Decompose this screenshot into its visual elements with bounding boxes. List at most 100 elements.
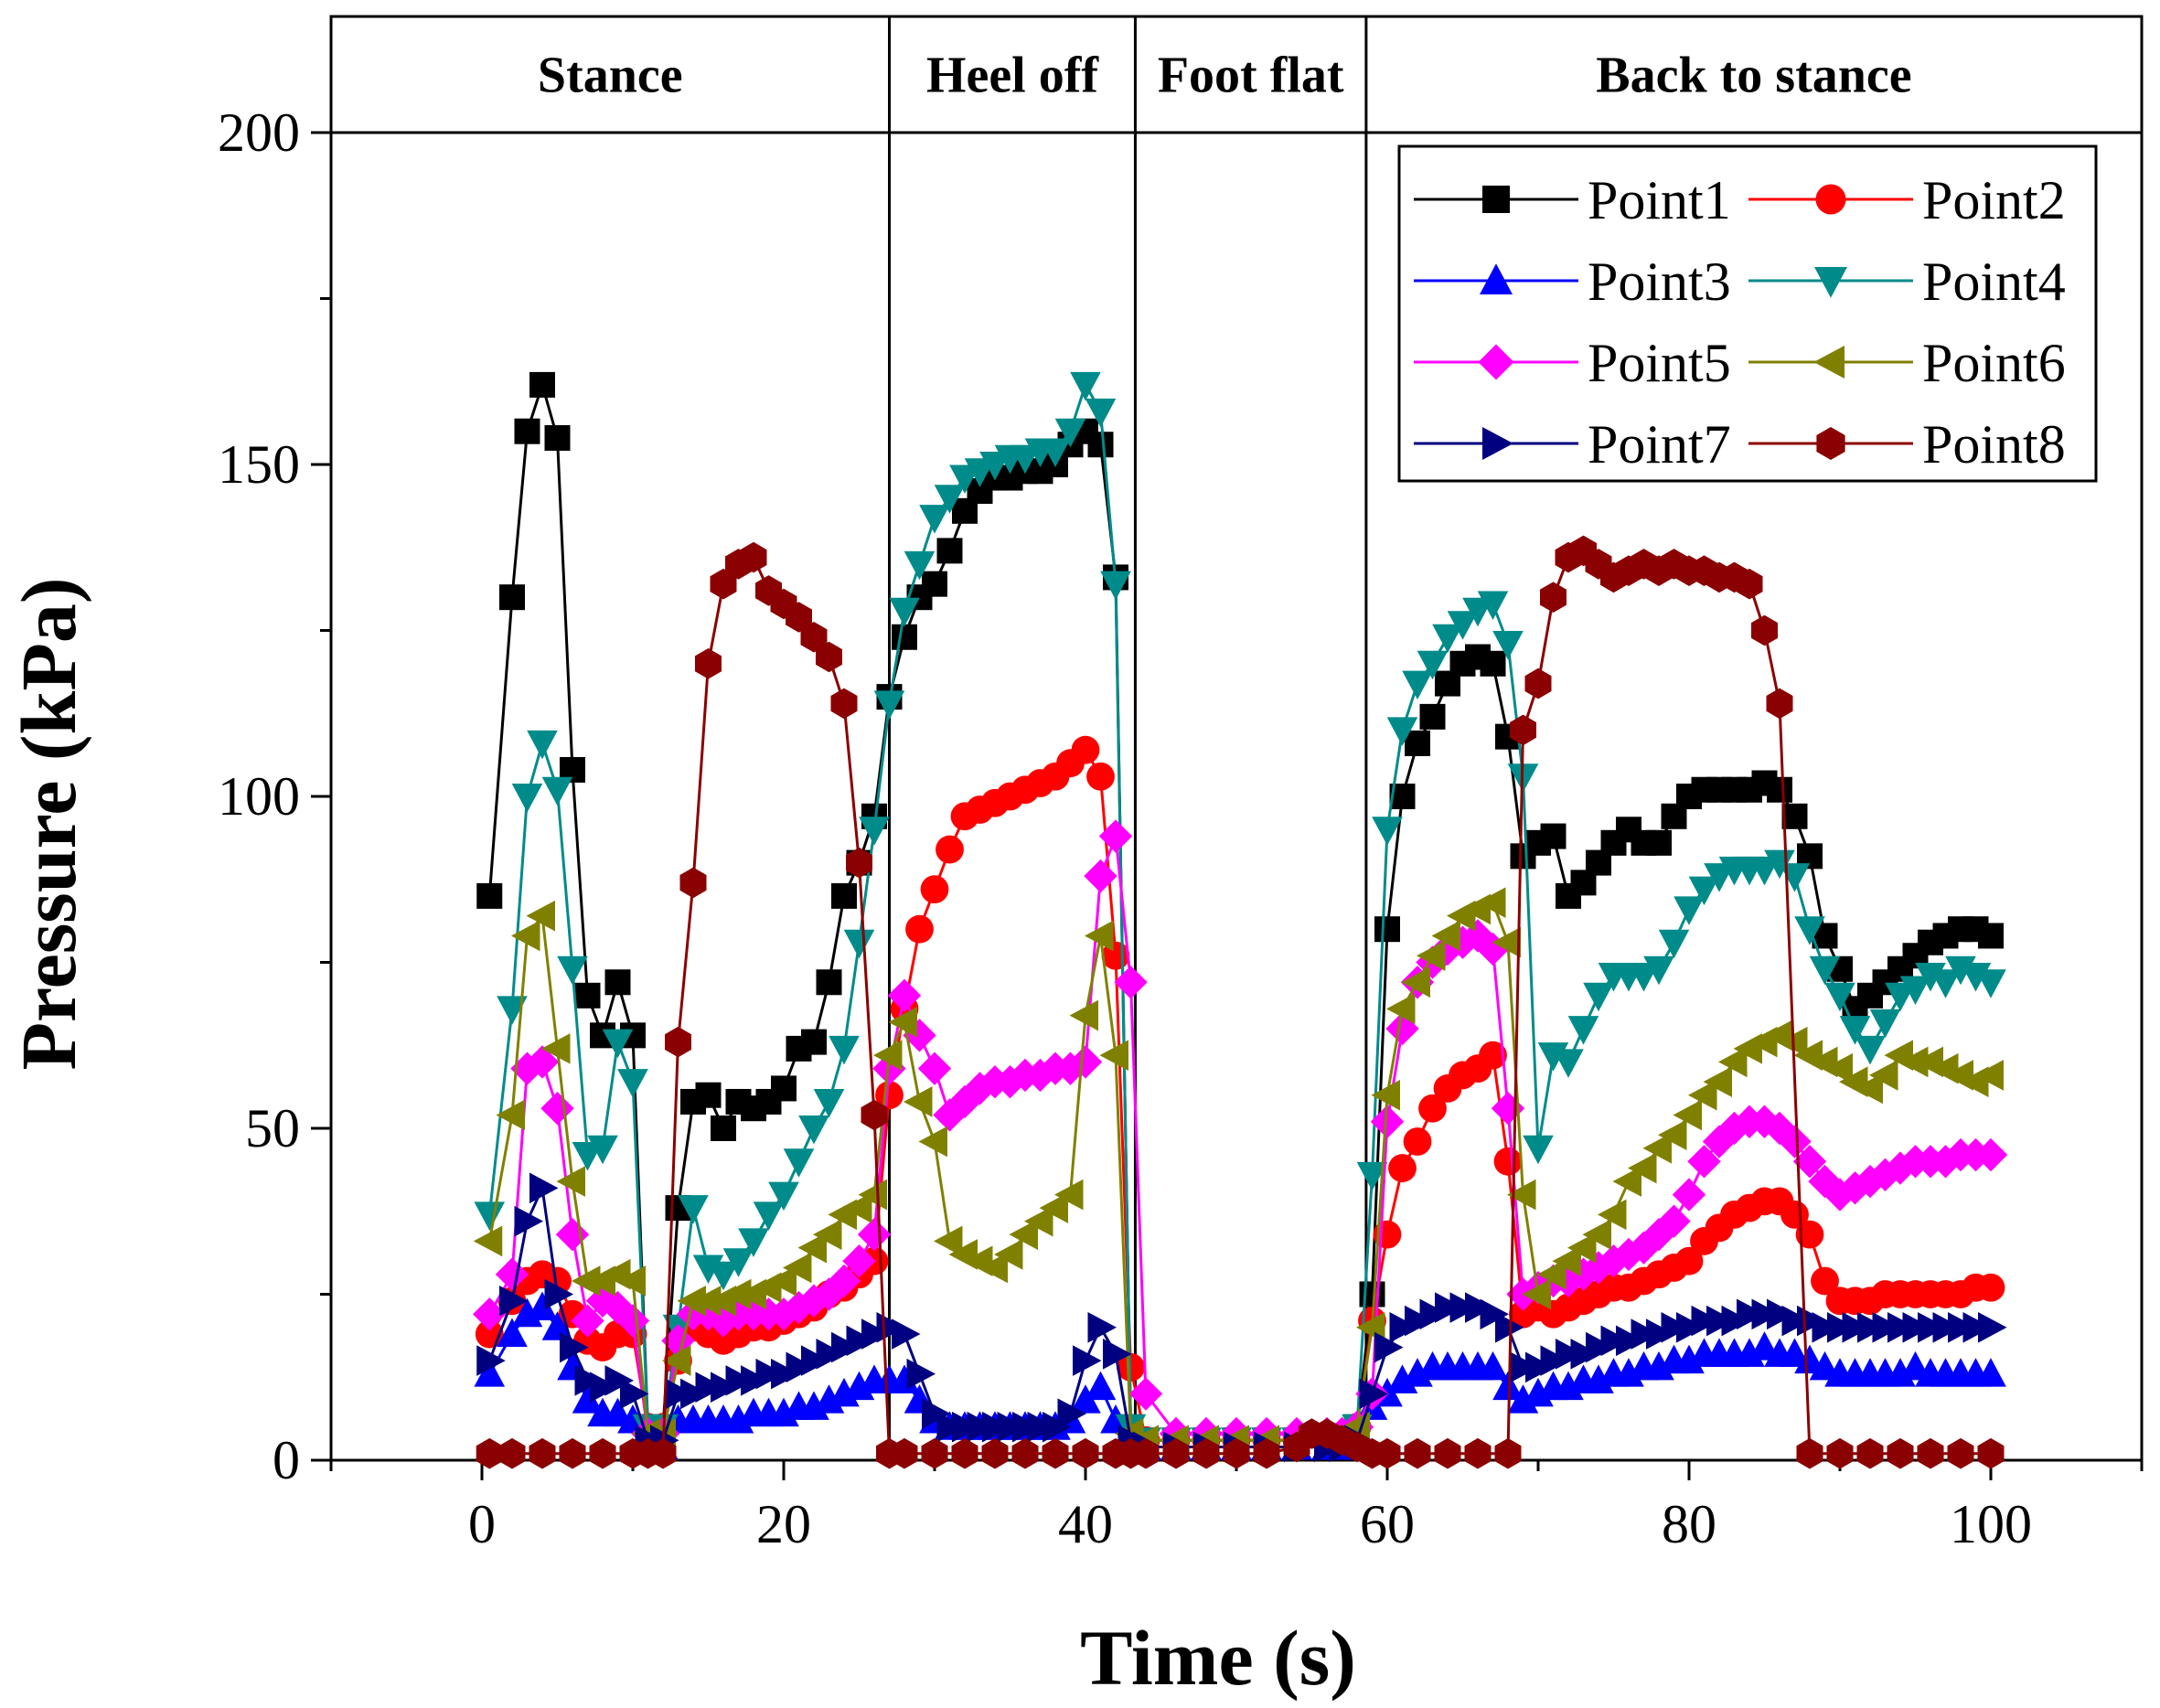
data-point — [1751, 614, 1778, 646]
data-point — [1827, 1312, 1856, 1343]
data-point — [904, 1086, 933, 1117]
data-point — [1918, 1312, 1947, 1343]
data-point — [846, 1325, 875, 1357]
data-point — [1023, 1058, 1057, 1093]
data-point — [557, 955, 588, 986]
data-point — [1372, 817, 1403, 846]
data-point — [873, 1040, 903, 1071]
data-point — [1687, 1145, 1721, 1179]
data-point — [1688, 1079, 1717, 1111]
data-point — [1388, 1154, 1417, 1182]
data-point — [695, 648, 722, 679]
data-point — [1085, 398, 1117, 428]
data-point — [541, 776, 573, 806]
data-point — [921, 1437, 948, 1469]
data-point — [514, 1205, 543, 1237]
data-point — [1813, 346, 1845, 379]
x-axis-title: Time (s) — [1080, 1614, 1356, 1702]
data-point — [1507, 1179, 1536, 1211]
data-point — [1767, 776, 1792, 803]
data-point — [1071, 735, 1100, 764]
data-point — [906, 1358, 936, 1390]
data-point — [1811, 1266, 1839, 1296]
data-point — [798, 1116, 829, 1145]
data-point — [857, 1217, 892, 1252]
data-point — [711, 1372, 740, 1403]
data-point — [680, 1378, 710, 1410]
y-tick-label: 100 — [218, 766, 300, 827]
data-point — [1085, 920, 1114, 952]
data-point — [830, 688, 858, 720]
data-point — [1674, 1246, 1704, 1276]
data-point — [978, 1252, 1008, 1284]
phase-bands: Stance Heel off Foot flat Back to stance — [331, 16, 2142, 1460]
data-point — [843, 929, 875, 959]
data-point — [936, 835, 964, 864]
data-point — [1917, 1437, 1944, 1469]
data-point — [1706, 1305, 1736, 1337]
data-point — [1480, 263, 1513, 294]
data-point — [495, 1257, 529, 1291]
data-point — [1795, 1220, 1824, 1249]
data-point — [677, 1285, 706, 1317]
data-point — [1098, 819, 1133, 853]
data-series — [473, 371, 2008, 1469]
data-point — [797, 1232, 827, 1264]
data-point — [1975, 969, 2006, 998]
data-point — [1128, 1377, 1163, 1411]
data-point — [1479, 1041, 1507, 1070]
data-point — [1642, 1132, 1672, 1164]
phase-label: Stance — [538, 48, 683, 104]
data-point — [1540, 1345, 1569, 1376]
data-point — [1823, 1052, 1853, 1084]
data-point — [476, 1345, 506, 1376]
data-point — [1042, 1437, 1069, 1469]
data-point — [1583, 982, 1614, 1012]
data-point — [722, 1248, 754, 1277]
data-point — [1646, 1318, 1675, 1350]
data-point — [1162, 1437, 1190, 1469]
data-point — [1482, 186, 1510, 213]
legend-item: Point6 — [1748, 333, 2066, 393]
legend-item: Point8 — [1748, 414, 2066, 475]
series-point5 — [473, 819, 2008, 1451]
data-point — [1586, 1331, 1615, 1363]
data-point — [529, 1437, 556, 1469]
data-point — [1869, 1060, 1898, 1091]
data-point — [1612, 1166, 1641, 1197]
data-point — [620, 1378, 649, 1410]
data-point — [842, 1244, 876, 1278]
data-point — [1403, 1127, 1432, 1156]
data-point — [499, 1285, 529, 1317]
data-point — [816, 969, 842, 996]
data-point — [615, 1304, 650, 1338]
data-point — [1103, 1339, 1132, 1370]
data-point — [1808, 1164, 1842, 1199]
data-point — [708, 1261, 739, 1291]
data-point — [1099, 1040, 1128, 1071]
data-point — [936, 538, 963, 564]
data-point — [1417, 650, 1449, 680]
data-point — [1676, 1312, 1706, 1343]
data-point — [1087, 1312, 1117, 1343]
data-point — [511, 920, 540, 952]
data-point — [1826, 1437, 1854, 1469]
data-point — [875, 1081, 904, 1110]
phase-label: Foot flat — [1158, 48, 1344, 104]
data-point — [1419, 703, 1446, 730]
data-point — [1374, 916, 1400, 943]
data-point — [1370, 1105, 1405, 1138]
data-point — [1417, 940, 1446, 972]
data-point — [859, 817, 890, 846]
data-point — [786, 602, 812, 633]
data-point — [572, 1384, 604, 1414]
data-point — [1447, 611, 1479, 640]
data-point — [1570, 1339, 1599, 1370]
data-point — [497, 996, 528, 1025]
data-point — [1812, 1312, 1841, 1343]
data-point — [888, 1007, 917, 1038]
data-point — [1974, 1060, 2004, 1091]
data-point — [1854, 1073, 1883, 1105]
data-point — [1253, 1437, 1280, 1469]
data-point — [1857, 1312, 1887, 1343]
